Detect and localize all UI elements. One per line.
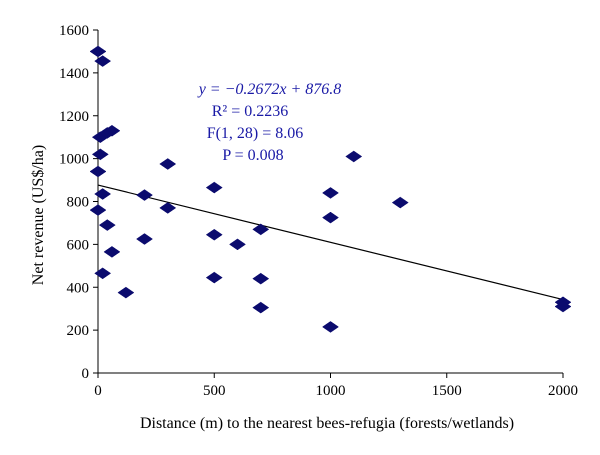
y-tick-label: 1200 [59,109,89,125]
regression-annotation: y = −0.2672x + 876.8 R² = 0.2236 F(1, 28… [197,81,342,164]
data-point [103,246,121,258]
data-point [98,219,116,231]
data-point [159,202,177,214]
data-point [136,189,153,201]
data-point [94,267,112,280]
x-tick-label: 1000 [316,383,346,399]
data-point [89,204,107,216]
data-point [322,187,339,199]
y-tick-label: 1000 [59,152,89,168]
data-point [89,45,107,58]
y-tick-label: 200 [67,323,90,339]
data-point [252,272,270,285]
data-points [89,45,572,333]
data-point [159,158,177,170]
data-point [205,228,223,241]
y-tick-label: 800 [67,195,90,211]
x-tick-label: 500 [203,383,226,399]
y-ticks: 0 200 400 600 800 1000 1200 1400 1600 [59,23,98,382]
data-point [322,321,339,333]
y-tick-label: 0 [82,366,90,382]
data-point [117,286,135,299]
data-point [205,271,223,284]
x-ticks: 0 500 1000 1500 2000 [94,373,578,399]
r-squared-label: R² = 0.2236 [212,103,289,120]
data-point [322,211,339,224]
data-point [91,148,109,161]
data-point [252,223,270,236]
data-point [136,233,153,245]
y-tick-label: 600 [67,237,90,253]
data-point [391,196,409,209]
data-point [89,165,107,178]
x-tick-label: 1500 [432,383,462,399]
x-tick-label: 0 [94,383,102,399]
data-point [252,301,270,314]
y-axis-title: Net revenue (US$/ha) [30,145,47,285]
x-tick-label: 2000 [548,383,578,399]
trend-line [97,184,564,301]
plot-area: 0 500 1000 1500 2000 0 200 400 600 800 1000 1200 14… [59,23,578,399]
y-tick-label: 1600 [59,23,89,39]
f-statistic-label: F(1, 28) = 8.06 [207,125,304,142]
data-point [94,55,112,67]
y-tick-label: 1400 [59,66,89,82]
x-axis-title: Distance (m) to the nearest bees-refugia… [140,415,514,432]
data-point [94,188,112,200]
data-point [205,181,223,194]
data-point [345,150,363,163]
y-tick-label: 400 [67,280,90,296]
regression-equation: y = −0.2672x + 876.8 [197,81,342,98]
data-point [103,124,121,137]
data-point [229,238,246,251]
p-value-label: P = 0.008 [222,147,283,164]
data-point [554,300,572,313]
